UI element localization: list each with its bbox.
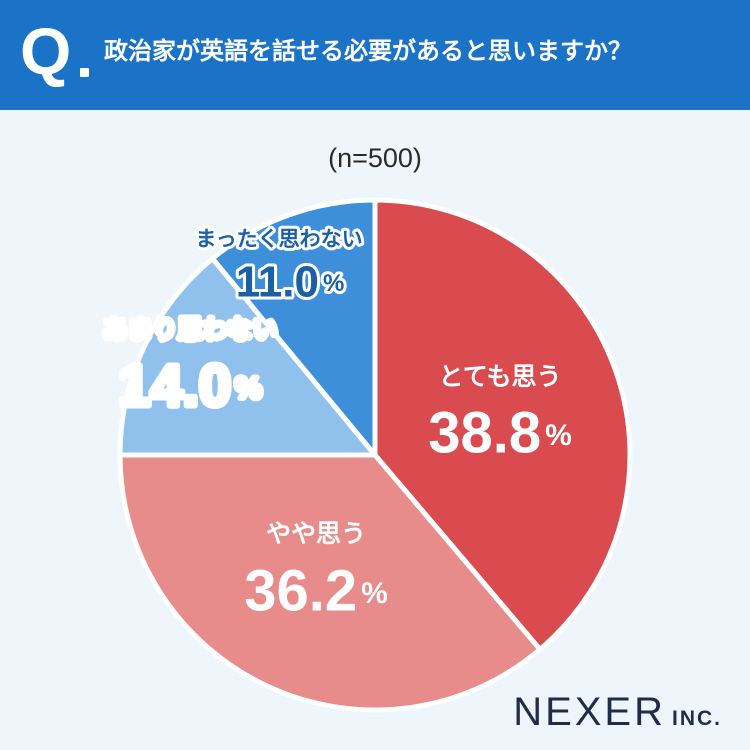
- q-letter: Q: [20, 14, 71, 88]
- pie-slice: [117, 254, 381, 458]
- pie-slice: [208, 197, 378, 462]
- slice-percent-sign: %: [545, 419, 572, 452]
- slice-label: とても思う: [438, 362, 561, 391]
- sample-size: (n=500): [328, 143, 422, 173]
- slice-label: まったく思わない: [195, 227, 362, 251]
- question-text: 政治家が英語を話せる必要があると思いますか？: [104, 37, 632, 65]
- q-dot-icon: [80, 68, 89, 77]
- slice-label: あまり思わない: [102, 315, 277, 344]
- brand-name: NEXER: [513, 690, 666, 734]
- pie-slice: [372, 197, 633, 653]
- brand-logo: NEXER INC.: [513, 690, 722, 735]
- question-banner: Q 政治家が英語を話せる必要があると思いますか？: [0, 0, 750, 110]
- slice-label: やや思う: [266, 519, 366, 548]
- slice-percent-sign: %: [323, 270, 344, 297]
- slice-percent-sign: %: [235, 372, 262, 405]
- pie-slice: [117, 452, 544, 713]
- brand-suffix: INC.: [672, 707, 722, 730]
- slice-percent-sign: %: [361, 577, 388, 610]
